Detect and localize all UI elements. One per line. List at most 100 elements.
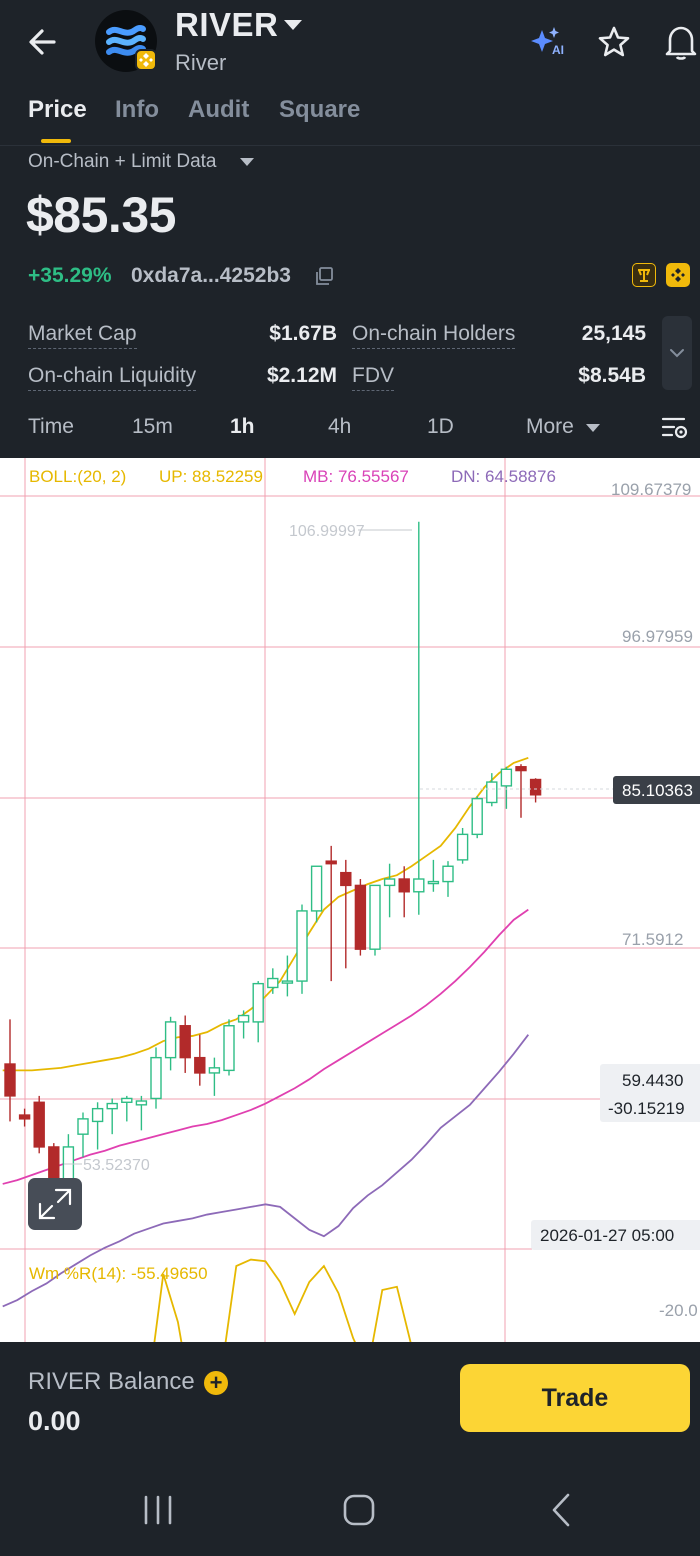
candle-body bbox=[296, 910, 308, 982]
token-title[interactable]: RIVER bbox=[175, 6, 279, 43]
token-subtitle: River bbox=[175, 50, 227, 75]
candle-body bbox=[91, 1107, 104, 1123]
candle-body bbox=[515, 766, 527, 772]
contract-address[interactable]: 0xda7a...4252b3 bbox=[131, 264, 291, 287]
boll-dn-value: DN: 64.58876 bbox=[451, 467, 556, 486]
price-chart[interactable]: BOLL:(20, 2) UP: 88.52259 MB: 76.55567 D… bbox=[0, 458, 700, 1342]
tab-square[interactable]: Square bbox=[279, 96, 361, 123]
candle-body bbox=[442, 865, 454, 883]
token-logo bbox=[95, 10, 157, 72]
fullscreen-button[interactable] bbox=[28, 1178, 82, 1230]
back-arrow-icon bbox=[29, 29, 56, 55]
chart-grid bbox=[0, 458, 700, 1342]
candle-body bbox=[4, 1063, 16, 1097]
balance-value: 0.00 bbox=[28, 1406, 81, 1436]
timeframe-1d[interactable]: 1D bbox=[427, 415, 454, 438]
candle-body bbox=[413, 878, 425, 893]
expand-arrows-icon bbox=[38, 1188, 72, 1220]
boll-lower-line bbox=[2, 1034, 530, 1308]
add-balance-icon[interactable]: + bbox=[204, 1371, 228, 1395]
candle-body bbox=[267, 977, 279, 989]
fdv-value: $8.54B bbox=[578, 364, 646, 387]
holders-value: 25,145 bbox=[581, 322, 646, 345]
candle-body bbox=[369, 884, 381, 950]
expand-stats-button[interactable] bbox=[662, 316, 692, 390]
active-tab-indicator bbox=[41, 139, 71, 143]
candle-body bbox=[325, 860, 337, 865]
axis-label-3: 71.5912 bbox=[622, 930, 683, 949]
chart-settings-icon[interactable] bbox=[660, 414, 690, 442]
svg-text:85.10363: 85.10363 bbox=[622, 781, 693, 800]
favorite-star-icon[interactable] bbox=[596, 24, 632, 60]
data-source-selector[interactable]: On-Chain + Limit Data bbox=[28, 151, 217, 172]
liquidity-label[interactable]: On-chain Liquidity bbox=[28, 364, 197, 391]
williams-r-line bbox=[153, 1258, 412, 1342]
bnb-chain-icon[interactable] bbox=[666, 263, 690, 287]
boll-middle-line bbox=[2, 908, 529, 1185]
candle-body bbox=[208, 1067, 221, 1074]
ai-sparkle-icon[interactable]: AI bbox=[528, 24, 568, 60]
candle-body bbox=[77, 1118, 89, 1135]
tab-audit[interactable]: Audit bbox=[188, 96, 250, 123]
timeframe-15m[interactable]: 15m bbox=[132, 415, 173, 438]
timeframe-4h[interactable]: 4h bbox=[328, 415, 352, 438]
candle-body bbox=[281, 980, 294, 984]
dex-icon[interactable] bbox=[632, 263, 656, 287]
fdv-label[interactable]: FDV bbox=[352, 364, 394, 391]
bollinger-bands bbox=[2, 756, 530, 1308]
more-caret-icon[interactable] bbox=[586, 424, 600, 432]
candle-body bbox=[135, 1100, 148, 1106]
candle-body bbox=[150, 1056, 162, 1100]
timeframe-1h[interactable]: 1h bbox=[230, 415, 255, 438]
wr-indicator-label: Wm %R(14): -55.49650 bbox=[29, 1264, 208, 1283]
market-cap-label[interactable]: Market Cap bbox=[28, 322, 137, 349]
tab-info[interactable]: Info bbox=[115, 96, 159, 123]
tab-price[interactable]: Price bbox=[28, 96, 87, 123]
river-logo-icon bbox=[106, 25, 146, 56]
back-nav-icon[interactable] bbox=[552, 1493, 570, 1527]
candle-body bbox=[398, 878, 410, 893]
svg-text:AI: AI bbox=[552, 43, 564, 57]
timeframe-time[interactable]: Time bbox=[28, 415, 74, 438]
back-button[interactable] bbox=[22, 22, 66, 62]
wr-axis-label: -20.0 bbox=[659, 1301, 698, 1320]
candle-body bbox=[223, 1025, 235, 1072]
current-price: $85.35 bbox=[26, 187, 176, 243]
svg-text:-30.15219: -30.15219 bbox=[608, 1099, 685, 1118]
axis-label-1: 109.67379 bbox=[611, 480, 691, 499]
svg-text:2026-01-27 05:00: 2026-01-27 05:00 bbox=[540, 1226, 674, 1245]
system-nav-bar bbox=[0, 1466, 700, 1556]
max-price-label: 106.99997 bbox=[289, 523, 365, 540]
boll-mb-value: MB: 76.55567 bbox=[303, 467, 409, 486]
home-icon[interactable] bbox=[343, 1494, 375, 1526]
boll-upper-line bbox=[2, 756, 529, 1072]
app-header: RIVER River AI bbox=[0, 0, 700, 90]
chart-canvas[interactable]: BOLL:(20, 2) UP: 88.52259 MB: 76.55567 D… bbox=[0, 458, 700, 1342]
crosshair-time-box: 2026-01-27 05:00 bbox=[531, 1220, 700, 1250]
candle-body bbox=[121, 1097, 133, 1103]
notification-bell-icon[interactable] bbox=[662, 22, 700, 62]
token-selector-caret-icon[interactable] bbox=[284, 20, 302, 30]
copy-icon[interactable] bbox=[314, 266, 334, 286]
candle-body bbox=[529, 778, 542, 796]
recent-apps-icon[interactable] bbox=[144, 1495, 172, 1525]
candle-body bbox=[427, 880, 440, 885]
balance-label: RIVER Balance bbox=[28, 1368, 195, 1395]
bnb-chain-badge-icon bbox=[135, 49, 157, 71]
liquidity-value: $2.12M bbox=[266, 364, 337, 387]
candle-body bbox=[18, 1114, 31, 1120]
candle-body bbox=[194, 1056, 206, 1074]
candlesticks bbox=[4, 521, 542, 1205]
trade-button[interactable]: Trade bbox=[460, 1364, 690, 1432]
market-cap-value: $1.67B bbox=[269, 322, 337, 345]
boll-up-value: UP: 88.52259 bbox=[159, 467, 263, 486]
holders-label[interactable]: On-chain Holders bbox=[352, 322, 516, 349]
candle-body bbox=[471, 797, 483, 836]
candle-body bbox=[383, 878, 396, 887]
min-price-label: 53.52370 bbox=[83, 1157, 150, 1174]
chevron-down-icon bbox=[670, 349, 684, 358]
source-caret-icon[interactable] bbox=[240, 158, 254, 166]
timeframe-more[interactable]: More bbox=[526, 415, 574, 438]
price-change: +35.29% bbox=[28, 264, 112, 287]
axis-label-2: 96.97959 bbox=[622, 627, 693, 646]
